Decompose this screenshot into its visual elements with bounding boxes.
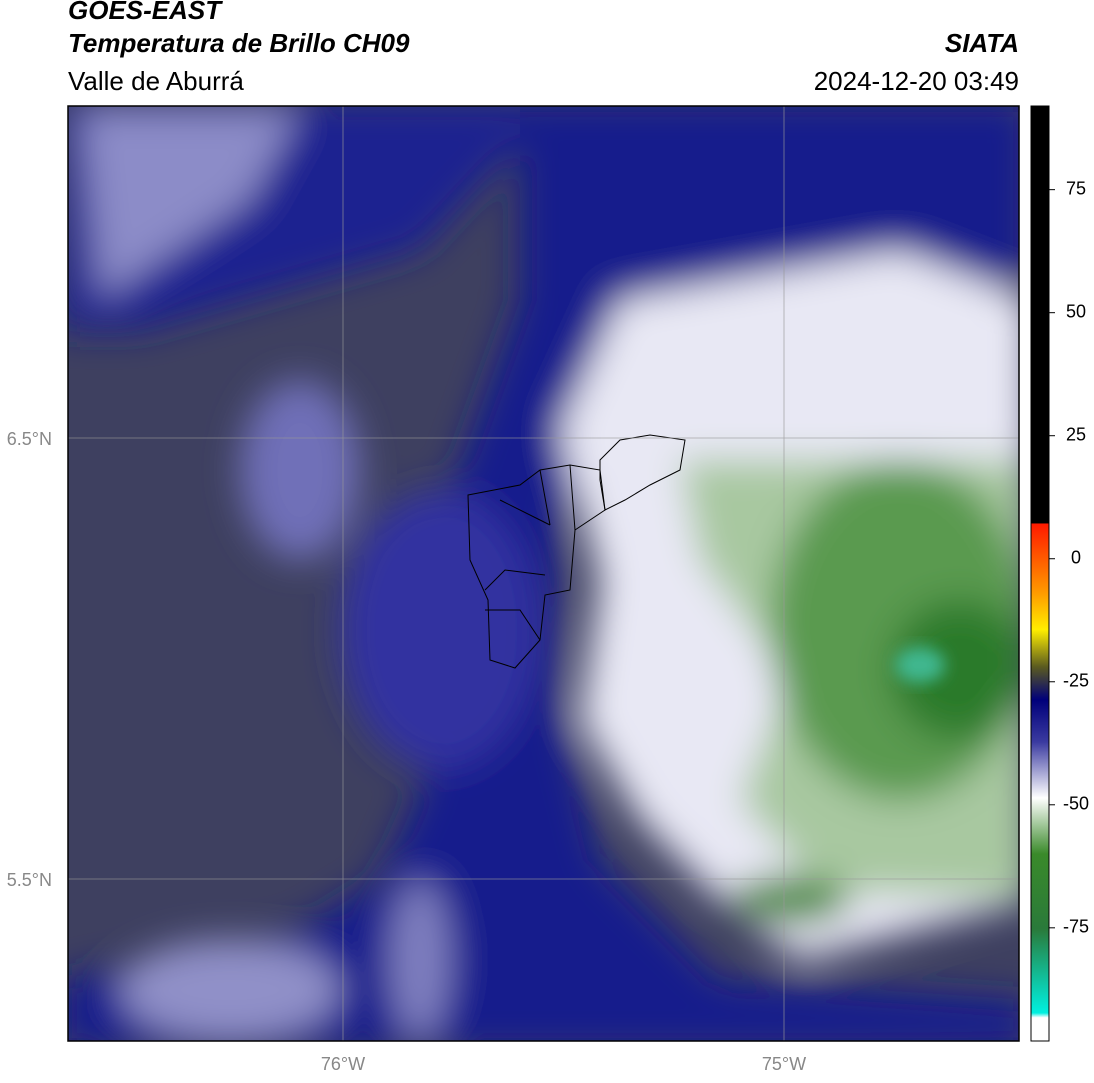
lon-label: 75°W [762,1054,806,1074]
colorbar-tick-label: -75 [1063,917,1089,937]
region: Valle de Aburrá [68,66,244,96]
colorbar-tick-label: 50 [1066,301,1086,321]
lat-label: 6.5°N [7,429,52,449]
colorbar-tick-label: -50 [1063,794,1089,814]
title: GOES-EAST [68,0,223,25]
colorbar-tick-label: 25 [1066,424,1086,444]
lon-label: 76°W [321,1054,365,1074]
boundaries [467,434,686,669]
satellite-image [68,106,1019,1041]
subtitle: Temperatura de Brillo CH09 [68,28,410,58]
source: SIATA [945,28,1019,58]
colorbar-tick-label: 0 [1071,547,1081,567]
colorbar-tick-label: -25 [1063,671,1089,691]
lat-label: 5.5°N [7,870,52,890]
graticule [68,106,1019,1041]
colorbar-tick-label: 75 [1066,178,1086,198]
datetime: 2024-12-20 03:49 [814,66,1019,96]
map-frame [67,105,1020,1042]
colorbar [1030,105,1050,1042]
